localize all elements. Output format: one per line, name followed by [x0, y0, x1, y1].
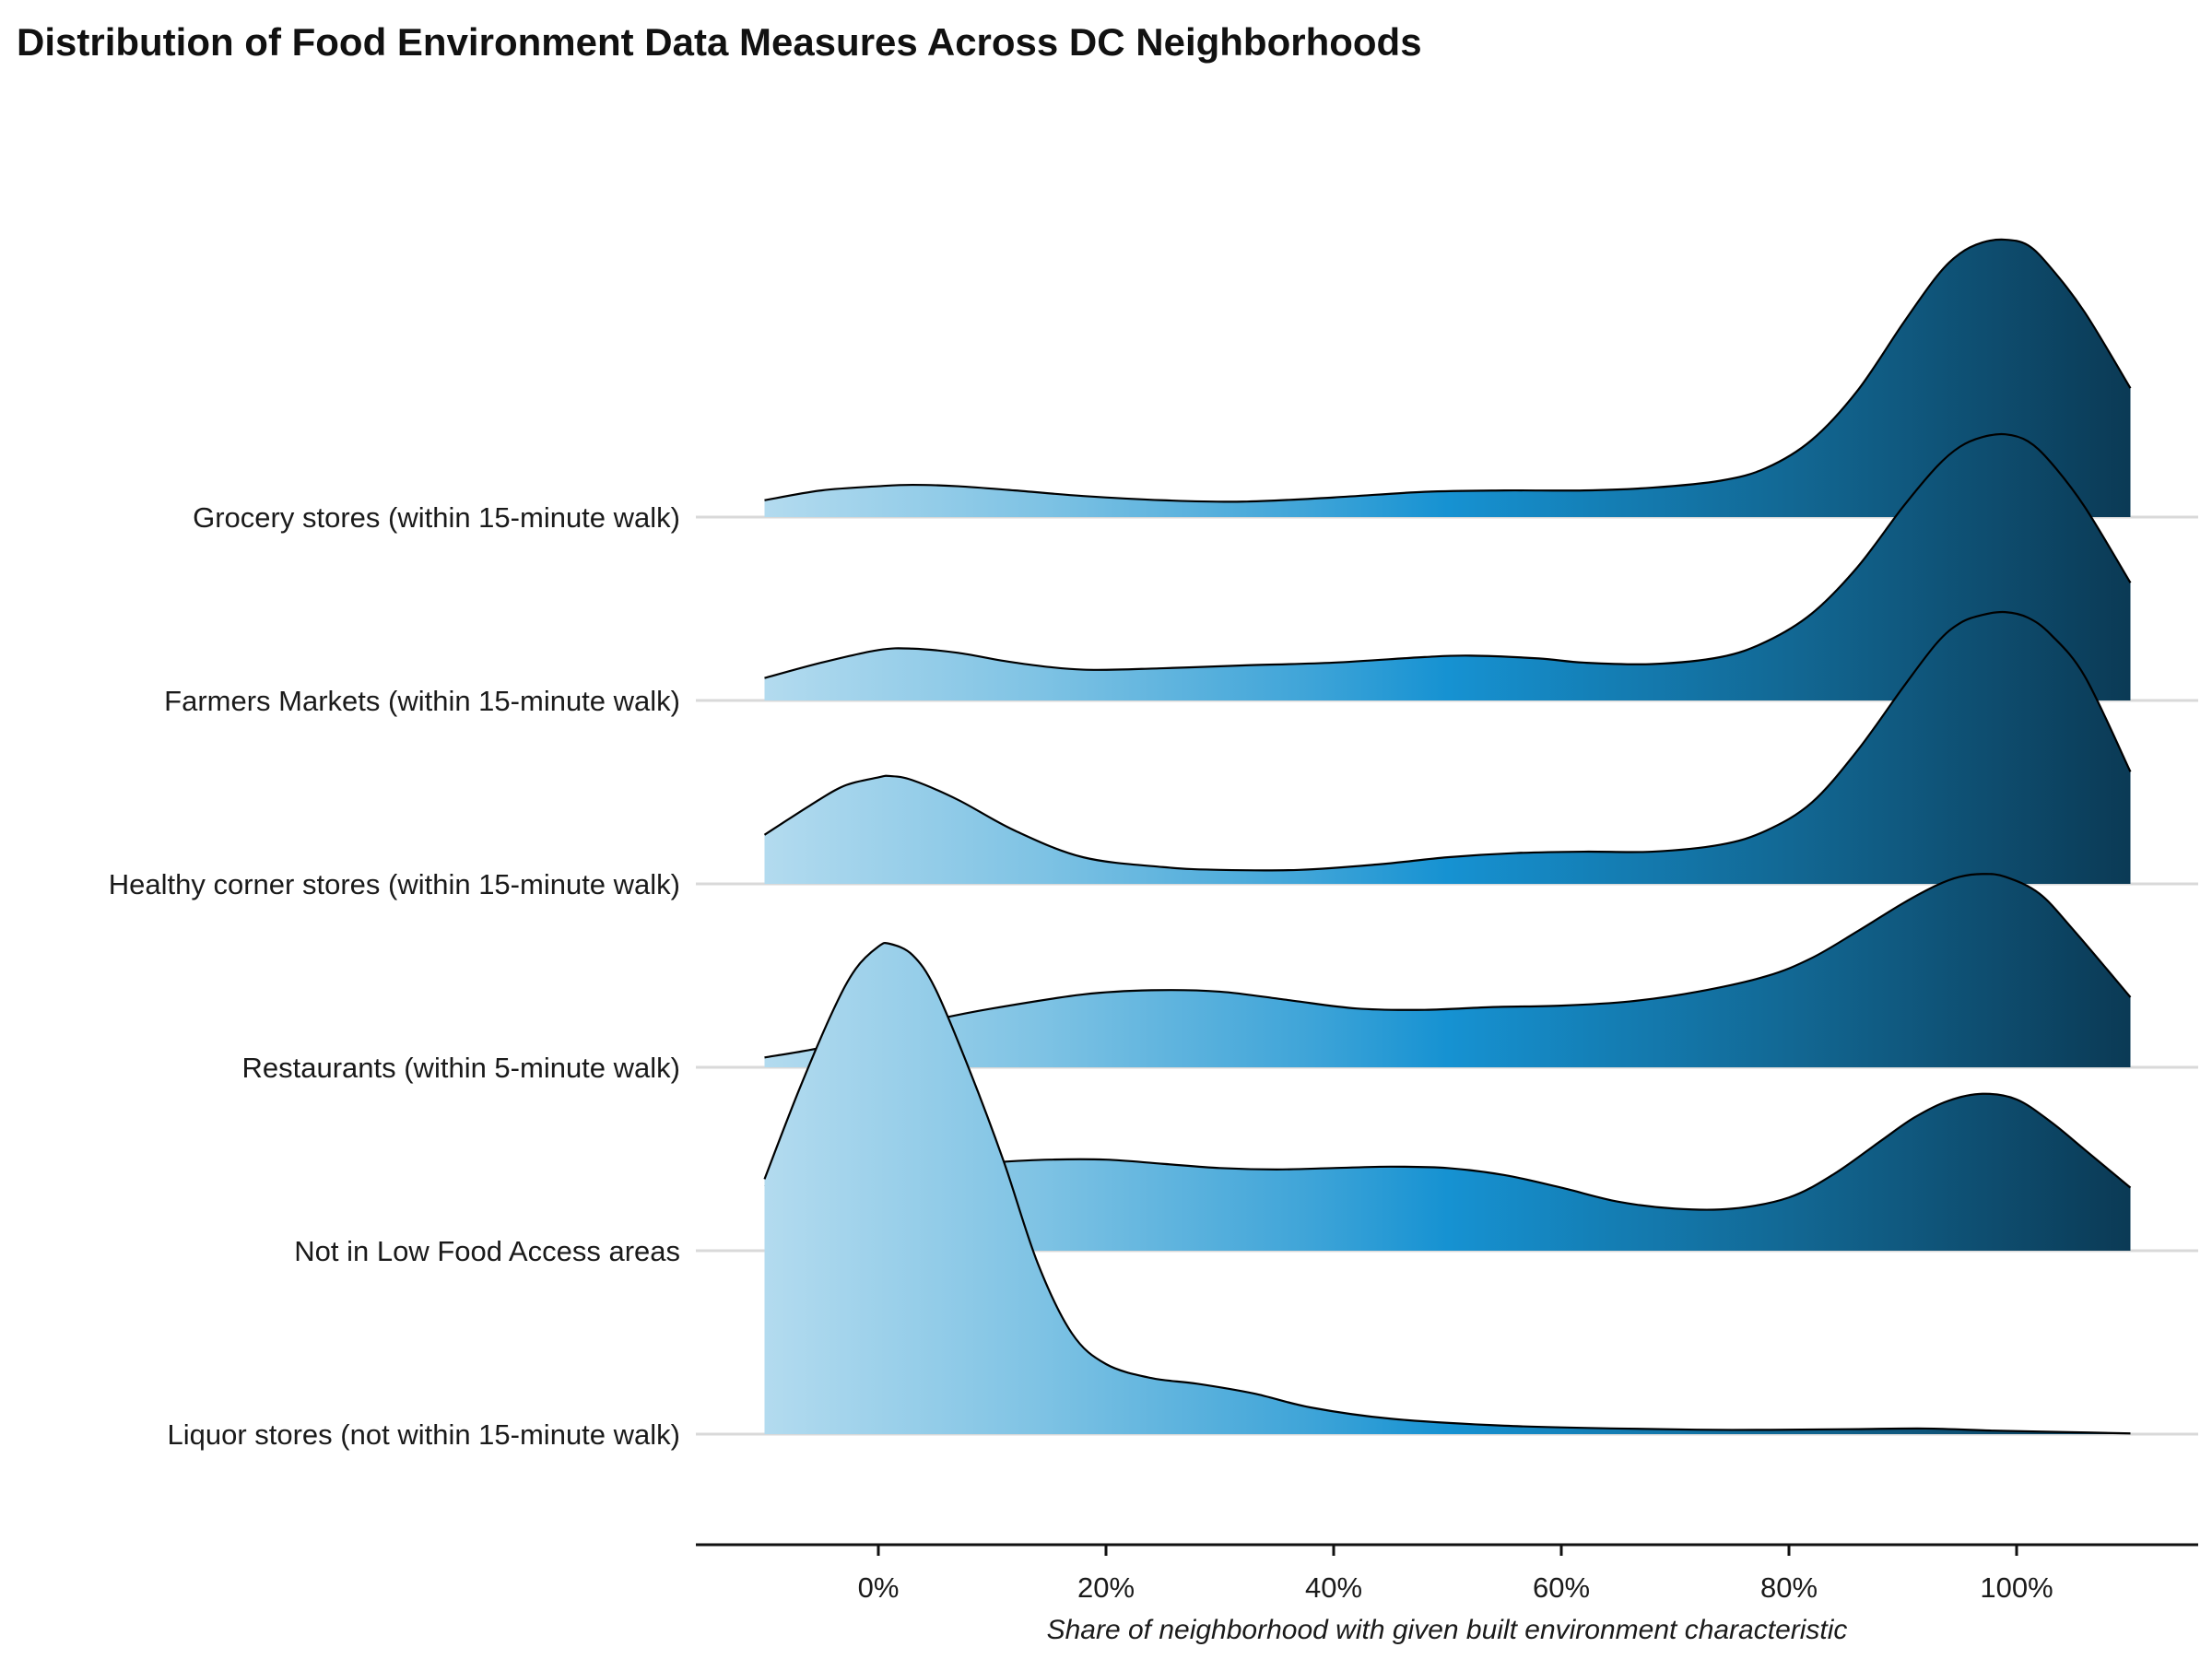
ridge-outline — [763, 610, 2132, 872]
ridge-label: Restaurants (within 5-minute walk) — [241, 1052, 680, 1084]
ridge-area — [764, 874, 2131, 1067]
ridge-outline — [764, 1092, 2132, 1211]
ridge-series — [763, 941, 2131, 1435]
x-tick-label: 100% — [1980, 1571, 2053, 1604]
ridge-outline — [764, 238, 2132, 503]
ridge-series — [764, 1092, 2132, 1251]
ridge-label: Grocery stores (within 15-minute walk) — [193, 501, 680, 534]
ridge-label: Not in Low Food Access areas — [294, 1235, 680, 1267]
ridge-series — [764, 238, 2132, 517]
x-axis-title: Share of neighborhood with given built e… — [1047, 1615, 1848, 1645]
ridge-area — [764, 239, 2131, 517]
ridge-label: Healthy corner stores (within 15-minute … — [109, 868, 680, 900]
x-tick-label: 40% — [1305, 1571, 1362, 1604]
ridge-group — [763, 238, 2132, 1435]
ridge-outline — [764, 432, 2132, 679]
ridge-outline — [764, 873, 2132, 1059]
ridge-area — [764, 943, 2131, 1434]
ridge-outline — [763, 941, 2131, 1435]
ridge-series — [764, 432, 2132, 700]
y-axis-labels: Grocery stores (within 15-minute walk) Fa… — [109, 501, 680, 1451]
x-tick-label: 20% — [1077, 1571, 1135, 1604]
ridge-series — [764, 873, 2132, 1067]
ridge-area — [764, 612, 2131, 884]
ridge-label: Liquor stores (not within 15-minute walk… — [167, 1418, 680, 1451]
x-tick-label: 80% — [1760, 1571, 1818, 1604]
chart-title: Distribution of Food Environment Data Me… — [17, 20, 1422, 64]
x-tick-label: 60% — [1533, 1571, 1590, 1604]
x-tick-label: 0% — [858, 1571, 900, 1604]
ridge-area — [764, 434, 2131, 700]
x-axis: 0% 20% 40% 60% 80% 100% — [696, 1543, 2198, 1604]
ridge-series — [763, 610, 2132, 884]
ridge-area — [764, 1093, 2131, 1251]
ridge-label: Farmers Markets (within 15-minute walk) — [164, 685, 680, 717]
